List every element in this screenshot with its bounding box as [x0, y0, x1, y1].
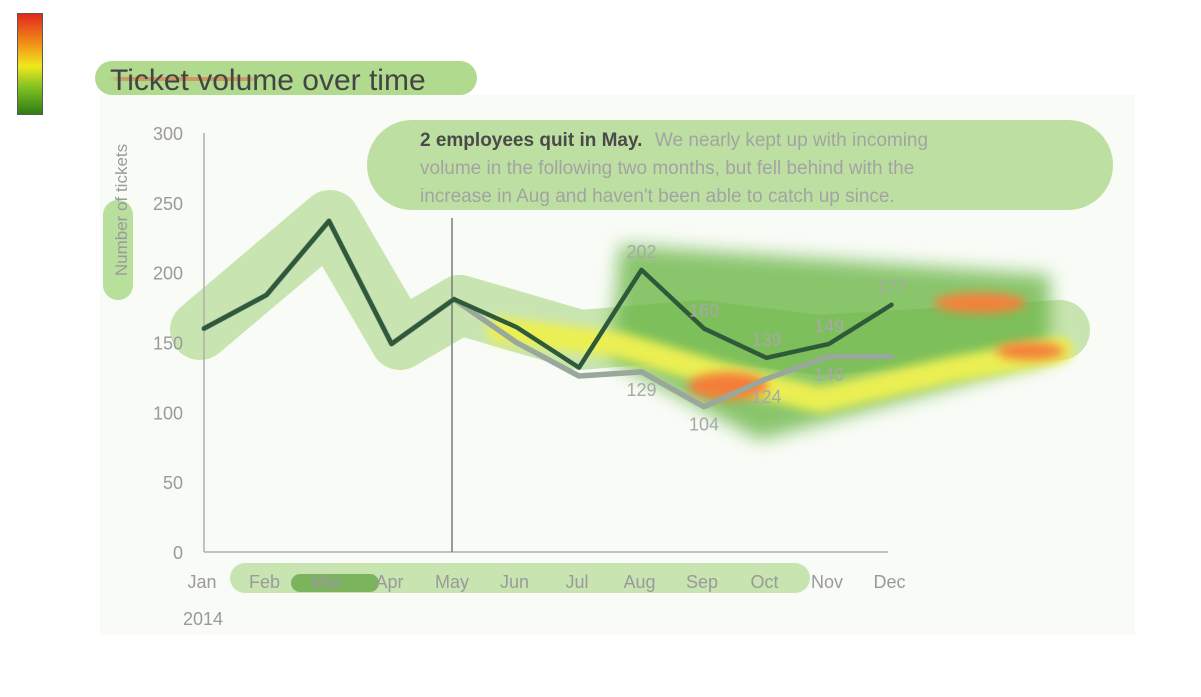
y-tick-label: 0 [173, 543, 183, 563]
annotation-bold: 2 employees quit in May. [420, 130, 642, 151]
chart-title: Ticket volume over time [110, 64, 426, 97]
y-tick-label: 200 [153, 264, 183, 284]
x-tick-label: Apr [375, 572, 403, 592]
data-label: 124 [751, 387, 781, 407]
annotation-line3: increase in Aug and haven't been able to… [420, 186, 895, 207]
x-tick-label: Oct [750, 572, 778, 592]
data-label: 129 [626, 380, 656, 400]
y-tick-label: 250 [153, 194, 183, 214]
series-line-received [201, 218, 894, 370]
chart-axes [203, 133, 888, 553]
y-tick-label: 300 [153, 124, 183, 144]
y-tick-label: 50 [163, 473, 183, 493]
attention-heatmap-overlay [95, 61, 1135, 635]
x-tick-label: Aug [623, 572, 655, 592]
data-label: 149 [814, 316, 844, 336]
x-tick-label: May [435, 572, 469, 592]
data-label: 139 [751, 330, 781, 350]
data-label: 104 [689, 415, 719, 435]
y-axis-ticks: 0 50 100 150 200 250 300 [153, 124, 183, 563]
x-tick-label: Jan [187, 572, 216, 592]
x-tick-label: Sep [686, 572, 718, 592]
svg-text:2 employees quit in May.: 2 employees quit in May. We nearly kept … [420, 130, 928, 151]
x-tick-label: Nov [811, 572, 843, 592]
data-label: 160 [689, 301, 719, 321]
x-tick-label: Jun [500, 572, 529, 592]
y-tick-label: 100 [153, 403, 183, 423]
x-tick-label: Dec [873, 572, 905, 592]
annotation-line2: volume in the following two months, but … [420, 158, 914, 179]
annotation: 2 employees quit in May. We nearly kept … [420, 130, 928, 207]
data-labels: 202 160 139 149 177 129 104 124 140 [626, 242, 906, 435]
year-label: 2014 [183, 609, 223, 629]
data-label: 140 [814, 364, 844, 384]
x-axis-ticks: Jan Feb Mar Apr May Jun Jul Aug Sep Oct Nov Dec [187, 572, 905, 592]
x-tick-label: Jul [565, 572, 588, 592]
y-tick-label: 150 [153, 334, 183, 354]
annotation-line1: We nearly kept up with incoming [655, 130, 928, 151]
x-tick-label: Feb [249, 572, 280, 592]
x-tick-label: Mar [312, 572, 343, 592]
y-axis-label: Number of tickets [112, 144, 131, 276]
data-label: 202 [626, 242, 656, 262]
series-lines [201, 218, 895, 410]
heatmap-color-scale [17, 13, 43, 115]
data-label: 177 [876, 277, 906, 297]
